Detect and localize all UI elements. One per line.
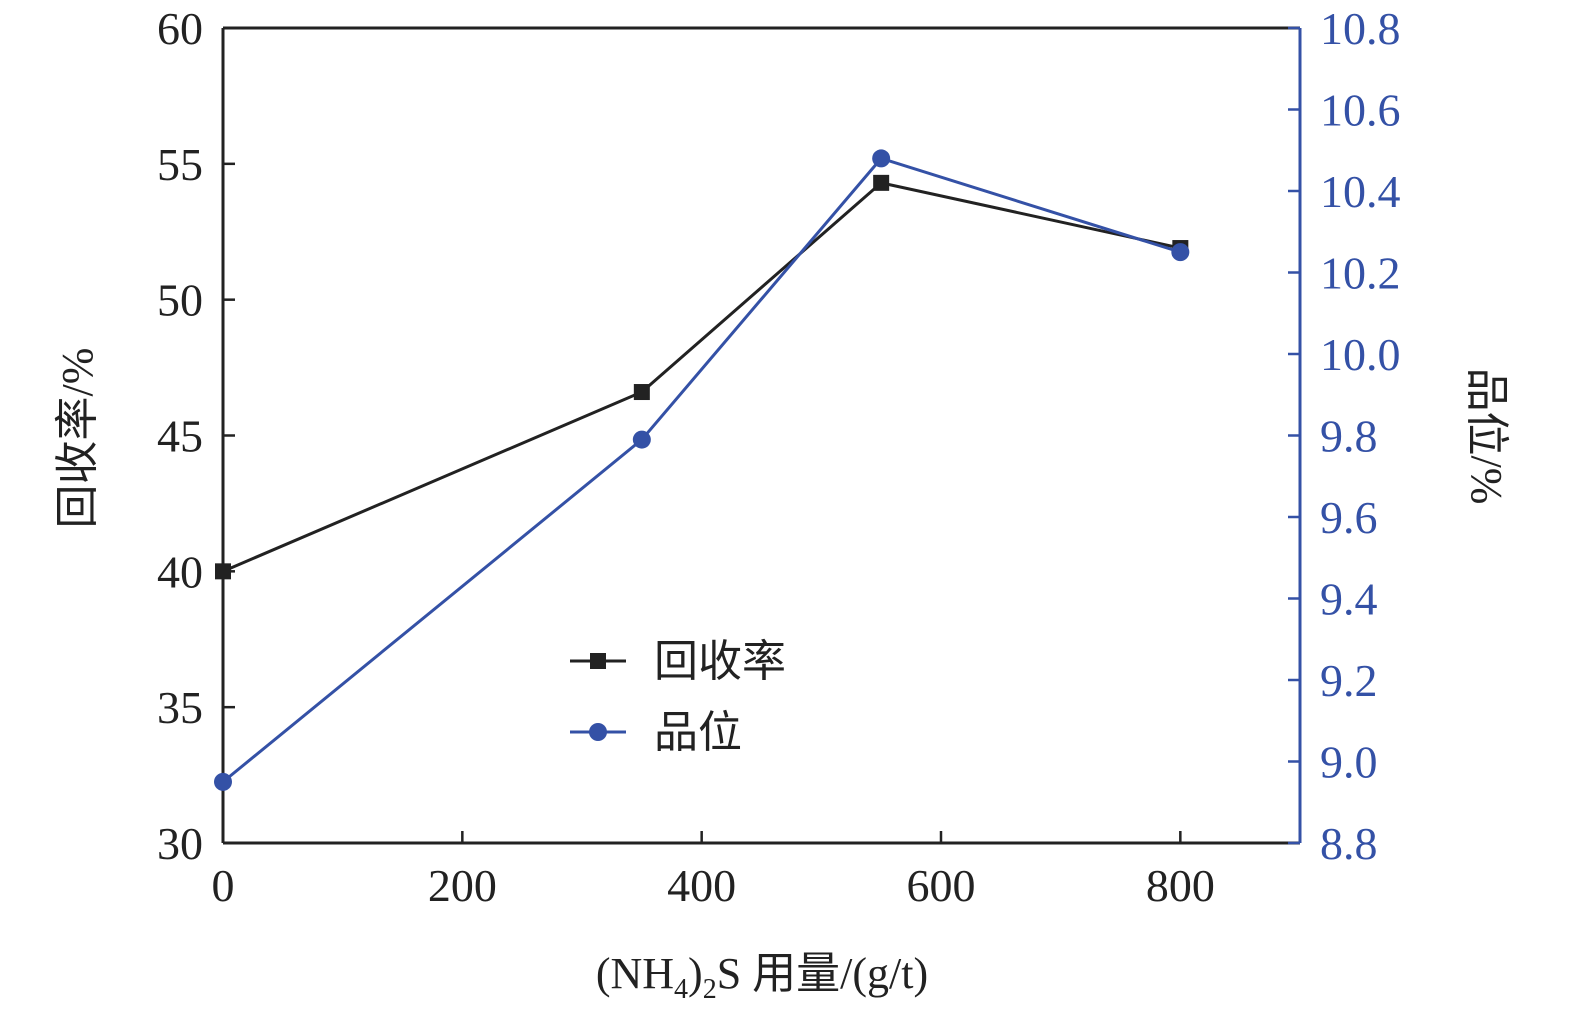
series-grade — [214, 149, 1190, 791]
y-right-tick-label: 10.8 — [1320, 3, 1401, 54]
data-point — [872, 149, 891, 168]
y-right-axis: 8.8 9.0 9.2 9.4 9.6 9.8 10.0 10.2 10.4 10.6 10.8 — [1288, 3, 1401, 869]
y-right-tick-label: 9.2 — [1320, 655, 1378, 706]
data-point — [215, 563, 231, 580]
legend-label-recovery: 回收率 — [654, 637, 786, 686]
data-point — [214, 772, 232, 791]
y-right-tick-label: 9.6 — [1320, 492, 1378, 543]
series-layer — [214, 149, 1190, 791]
x-tick-label: 600 — [907, 860, 976, 911]
y-left-tick-label: 55 — [157, 139, 203, 190]
legend-item-recovery: 回收率 — [570, 637, 786, 686]
data-point — [632, 430, 651, 449]
y-left-axis-title: 回收率/% — [53, 348, 102, 529]
y-right-tick-label: 10.6 — [1320, 85, 1401, 136]
x-tick-label: 400 — [667, 860, 736, 911]
series-line — [222, 181, 1181, 573]
y-left-axis: 30 35 40 45 50 55 60 — [157, 3, 235, 869]
y-right-tick-label: 9.0 — [1320, 737, 1378, 788]
y-left-tick-label: 30 — [157, 818, 203, 869]
y-right-tick-label: 10.4 — [1320, 166, 1401, 217]
y-right-tick-label: 10.2 — [1320, 248, 1401, 299]
x-axis-title-prefix: (NH — [596, 949, 674, 998]
legend-marker-recovery — [590, 653, 606, 669]
x-axis: 0 200 400 600 800 — [212, 831, 1215, 911]
x-axis-title-sub1: 4 — [674, 974, 688, 1005]
plot-frame — [221, 26, 1302, 845]
y-left-tick-label: 45 — [157, 411, 203, 462]
y-right-tick-label: 10.0 — [1320, 329, 1401, 380]
legend: 回收率 品位 — [570, 637, 786, 757]
legend-item-grade: 品位 — [570, 708, 742, 757]
y-right-axis-title: 品位/% — [1462, 368, 1511, 505]
legend-marker-grade — [589, 723, 607, 741]
y-right-tick-label: 9.4 — [1320, 574, 1378, 625]
data-point — [633, 384, 650, 401]
x-tick-label: 200 — [428, 860, 497, 911]
x-axis-title: (NH4)2S 用量/(g/t) — [596, 949, 928, 1005]
y-left-tick-label: 40 — [157, 546, 203, 597]
x-tick-label: 800 — [1146, 860, 1215, 911]
x-axis-title-mid: ) — [688, 949, 703, 998]
data-point — [873, 174, 890, 191]
y-left-tick-label: 35 — [157, 682, 203, 733]
x-axis-title-sub2: 2 — [703, 974, 717, 1005]
y-right-tick-label: 8.8 — [1320, 818, 1378, 869]
legend-label-grade: 品位 — [654, 708, 742, 757]
data-point — [1171, 243, 1190, 262]
series-recovery — [215, 174, 1189, 580]
x-axis-title-suffix: S 用量/(g/t) — [717, 949, 928, 998]
y-right-tick-label: 9.8 — [1320, 411, 1378, 462]
series-line — [222, 156, 1181, 784]
y-left-tick-label: 50 — [157, 275, 203, 326]
x-tick-label: 0 — [212, 860, 235, 911]
y-left-tick-label: 60 — [157, 3, 203, 54]
